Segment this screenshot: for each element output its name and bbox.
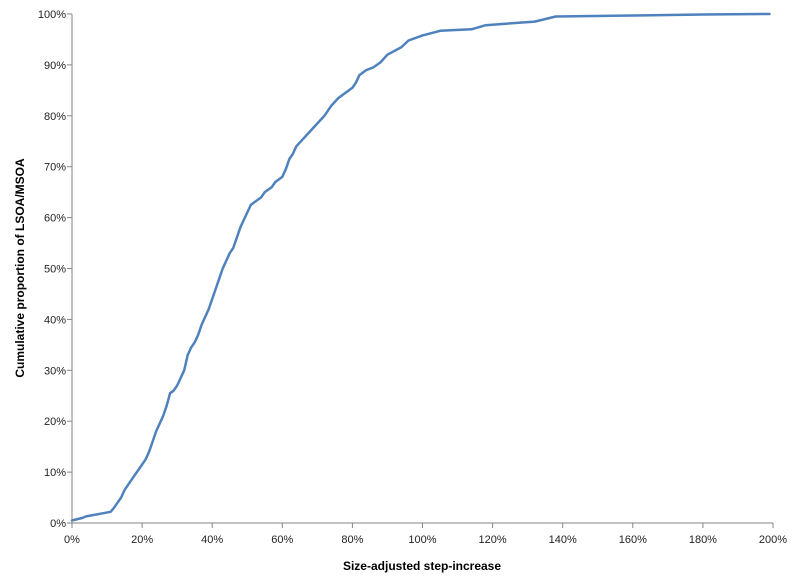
- y-tick-label: 90%: [44, 60, 66, 72]
- x-tick-label: 180%: [689, 534, 717, 546]
- x-tick-label: 200%: [759, 534, 787, 546]
- y-tick-label: 100%: [38, 9, 66, 21]
- x-axis-title: Size-adjusted step-increase: [343, 559, 501, 573]
- y-tick-label: 50%: [44, 264, 66, 276]
- y-tick-label: 30%: [44, 365, 66, 377]
- x-tick-label: 120%: [479, 534, 507, 546]
- series-line: [70, 12, 771, 522]
- x-tick-label: 160%: [619, 534, 647, 546]
- x-tick-label: 0%: [64, 534, 80, 546]
- y-tick-label: 70%: [44, 162, 66, 174]
- y-tick-label: 0%: [50, 518, 66, 530]
- y-tick-label: 80%: [44, 111, 66, 123]
- plot-area: [70, 12, 771, 522]
- y-tick-label: 60%: [44, 213, 66, 225]
- x-axis: 0% 20% 40% 60% 80% 100% 120% 140% 160% 180% 200%: [64, 522, 787, 546]
- y-tick-label: 20%: [44, 416, 66, 428]
- x-tick-label: 80%: [341, 534, 363, 546]
- x-tick-label: 20%: [131, 534, 153, 546]
- y-axis: 0% 10% 20% 30% 40% 50% 60% 70% 80% 90% 100%: [38, 9, 73, 530]
- y-tick-label: 40%: [44, 314, 66, 326]
- y-axis-title: Cumulative proportion of LSOA/MSOA: [13, 158, 27, 378]
- x-tick-label: 140%: [549, 534, 577, 546]
- x-tick-label: 100%: [408, 534, 436, 546]
- x-tick-label: 60%: [271, 534, 293, 546]
- x-tick-label: 40%: [201, 534, 223, 546]
- y-tick-label: 10%: [44, 467, 66, 479]
